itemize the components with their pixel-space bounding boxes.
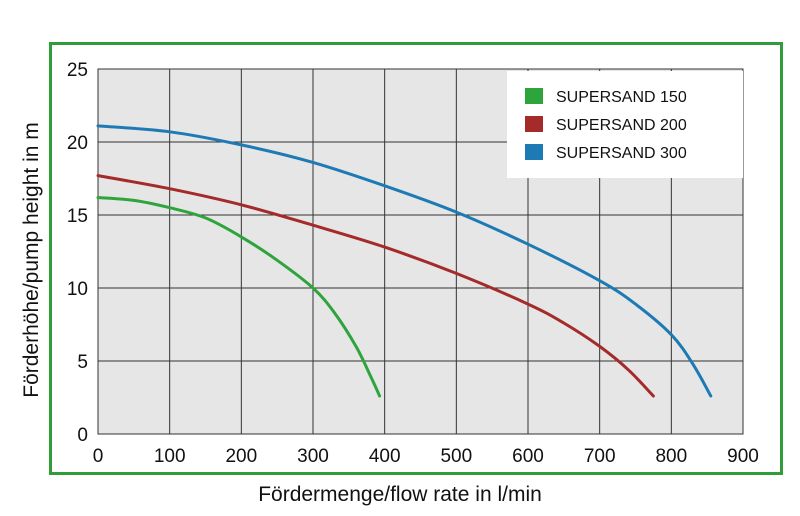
- x-tick-label: 800: [655, 446, 687, 467]
- x-tick-label: 400: [369, 446, 401, 467]
- x-tick-label: 700: [584, 446, 616, 467]
- series-line-3: [96, 124, 713, 398]
- legend-box: [507, 71, 743, 178]
- series-line-2: [96, 174, 655, 398]
- x-tick-label: 0: [93, 446, 104, 467]
- y-tick-label: 25: [67, 60, 88, 81]
- legend-label: SUPERSAND 300: [556, 145, 687, 162]
- y-tick-label: 15: [67, 206, 88, 227]
- plot-border: [97, 68, 744, 435]
- legend-swatch: [525, 144, 543, 160]
- y-tick-label: 5: [77, 352, 88, 373]
- x-tick-label: 900: [727, 446, 759, 467]
- x-tick-label: 300: [297, 446, 329, 467]
- y-tick-label: 10: [67, 279, 88, 300]
- x-tick-label: 500: [440, 446, 472, 467]
- x-tick-label: 600: [512, 446, 544, 467]
- y-axis-label: Förderhöhe/pump height in m: [20, 122, 43, 398]
- x-tick-label: 100: [154, 446, 186, 467]
- legend: SUPERSAND 150 SUPERSAND 200 SUPERSAND 300: [507, 71, 743, 178]
- series-lines: [96, 124, 713, 398]
- y-tick-label: 0: [77, 425, 88, 446]
- tick-labels: 0 100 200 300 400 500 600 700 800 900 0 5 10 15 20 25: [67, 60, 759, 467]
- x-axis-label: Fördermenge/flow rate in l/min: [258, 483, 542, 506]
- x-tick-label: 200: [225, 446, 257, 467]
- legend-label: SUPERSAND 150: [556, 89, 687, 106]
- legend-swatch: [525, 116, 543, 132]
- legend-swatch: [525, 88, 543, 104]
- legend-label: SUPERSAND 200: [556, 117, 687, 134]
- y-tick-label: 20: [67, 133, 88, 154]
- series-line-1: [96, 196, 382, 398]
